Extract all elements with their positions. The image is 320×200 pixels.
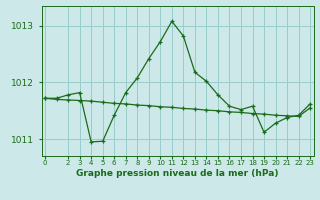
X-axis label: Graphe pression niveau de la mer (hPa): Graphe pression niveau de la mer (hPa) <box>76 169 279 178</box>
